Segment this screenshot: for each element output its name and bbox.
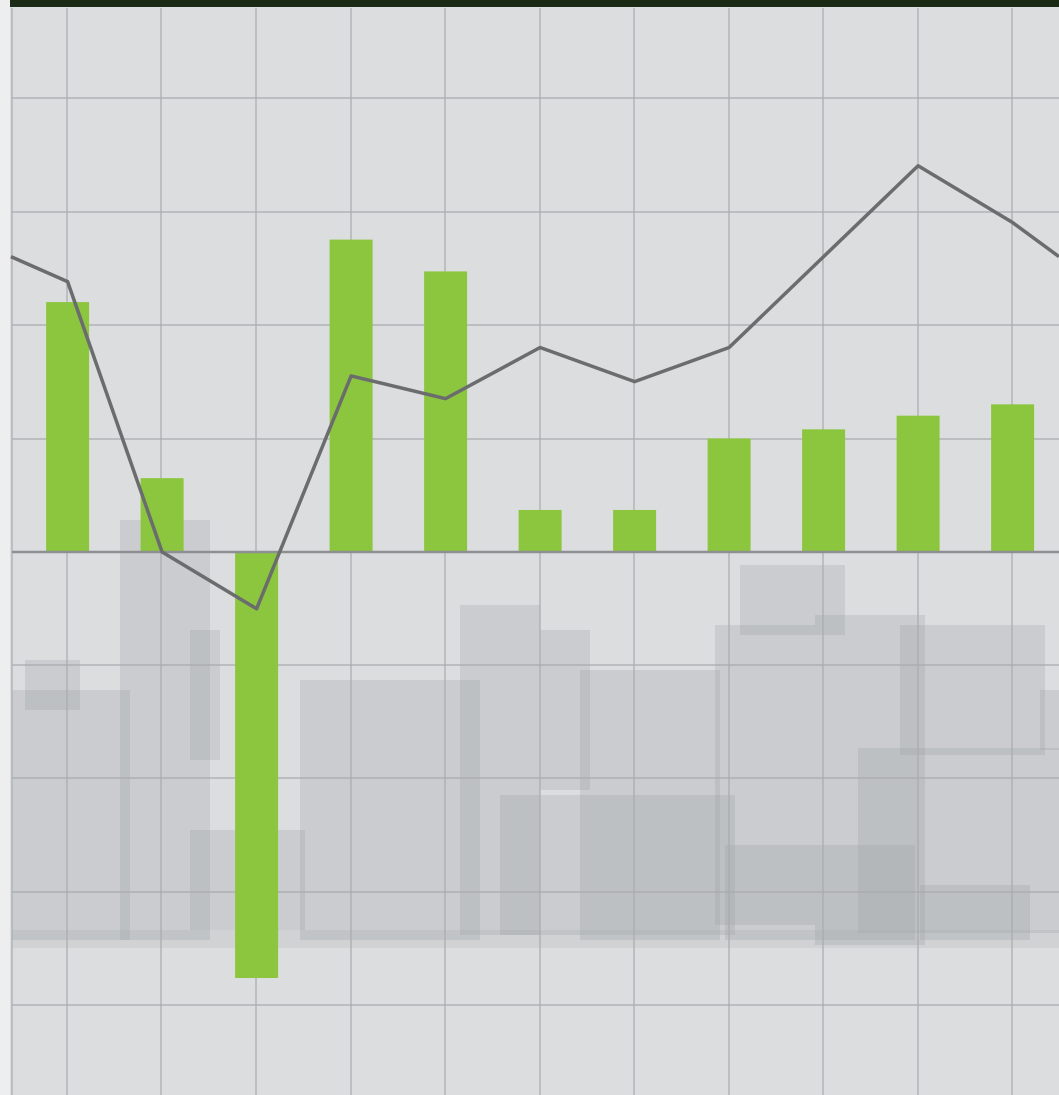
- skyline-building: [12, 690, 130, 940]
- bar: [46, 302, 89, 552]
- skyline-building: [25, 660, 80, 710]
- skyline-ground: [12, 930, 1059, 948]
- bar: [519, 510, 562, 552]
- left-edge: [0, 0, 10, 1095]
- skyline-illustration: [12, 520, 1059, 948]
- skyline-building: [500, 795, 735, 935]
- top-strip: [0, 0, 1059, 7]
- bar: [708, 438, 751, 552]
- skyline-building: [190, 630, 220, 760]
- bar: [991, 404, 1034, 552]
- bar: [330, 240, 373, 552]
- skyline-building: [900, 625, 1045, 755]
- bar: [613, 510, 656, 552]
- bar: [802, 429, 845, 552]
- skyline-building: [1040, 690, 1059, 750]
- bar: [424, 271, 467, 552]
- bar: [235, 552, 278, 978]
- bar: [897, 416, 940, 552]
- skyline-building: [300, 680, 480, 940]
- bar: [141, 478, 184, 552]
